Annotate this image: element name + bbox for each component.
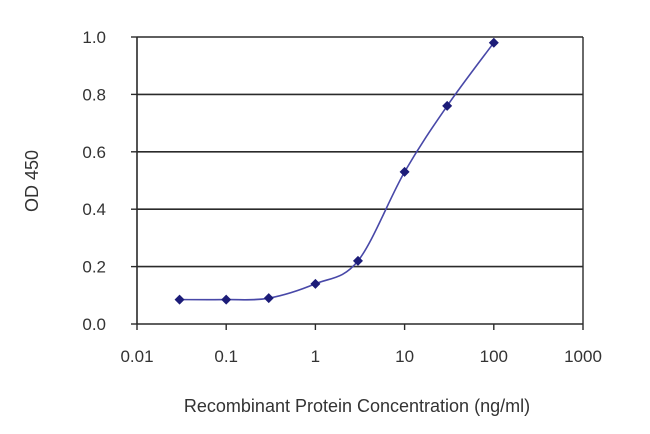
y-tick-label: 0.0 <box>82 315 106 334</box>
x-tick-label: 1 <box>311 347 320 366</box>
tick-labels: 0.0 0.2 0.4 0.6 0.8 1.0 0.01 0.1 1 10 100 1000 <box>82 28 602 366</box>
x-axis-label: Recombinant Protein Concentration (ng/ml… <box>184 396 530 416</box>
data-point <box>221 294 232 305</box>
series <box>174 37 499 305</box>
x-tick-label: 0.01 <box>120 347 153 366</box>
data-point <box>174 294 185 305</box>
data-point <box>352 255 363 266</box>
axes <box>131 36 584 330</box>
y-tick-label: 1.0 <box>82 28 106 47</box>
y-tick-label: 0.6 <box>82 143 106 162</box>
x-tick-label: 0.1 <box>214 347 238 366</box>
x-tick-label: 10 <box>395 347 414 366</box>
y-tick-label: 0.2 <box>82 258 106 277</box>
data-point <box>399 166 410 177</box>
y-axis-label: OD 450 <box>22 150 42 212</box>
data-point <box>442 100 453 111</box>
x-tick-label: 1000 <box>564 347 602 366</box>
gridlines <box>137 36 583 268</box>
data-point <box>263 293 274 304</box>
y-tick-label: 0.4 <box>82 200 106 219</box>
x-tick-label: 100 <box>480 347 508 366</box>
data-point <box>310 278 321 289</box>
data-point <box>488 37 499 48</box>
series-line <box>179 42 495 301</box>
y-tick-label: 0.8 <box>82 85 106 104</box>
